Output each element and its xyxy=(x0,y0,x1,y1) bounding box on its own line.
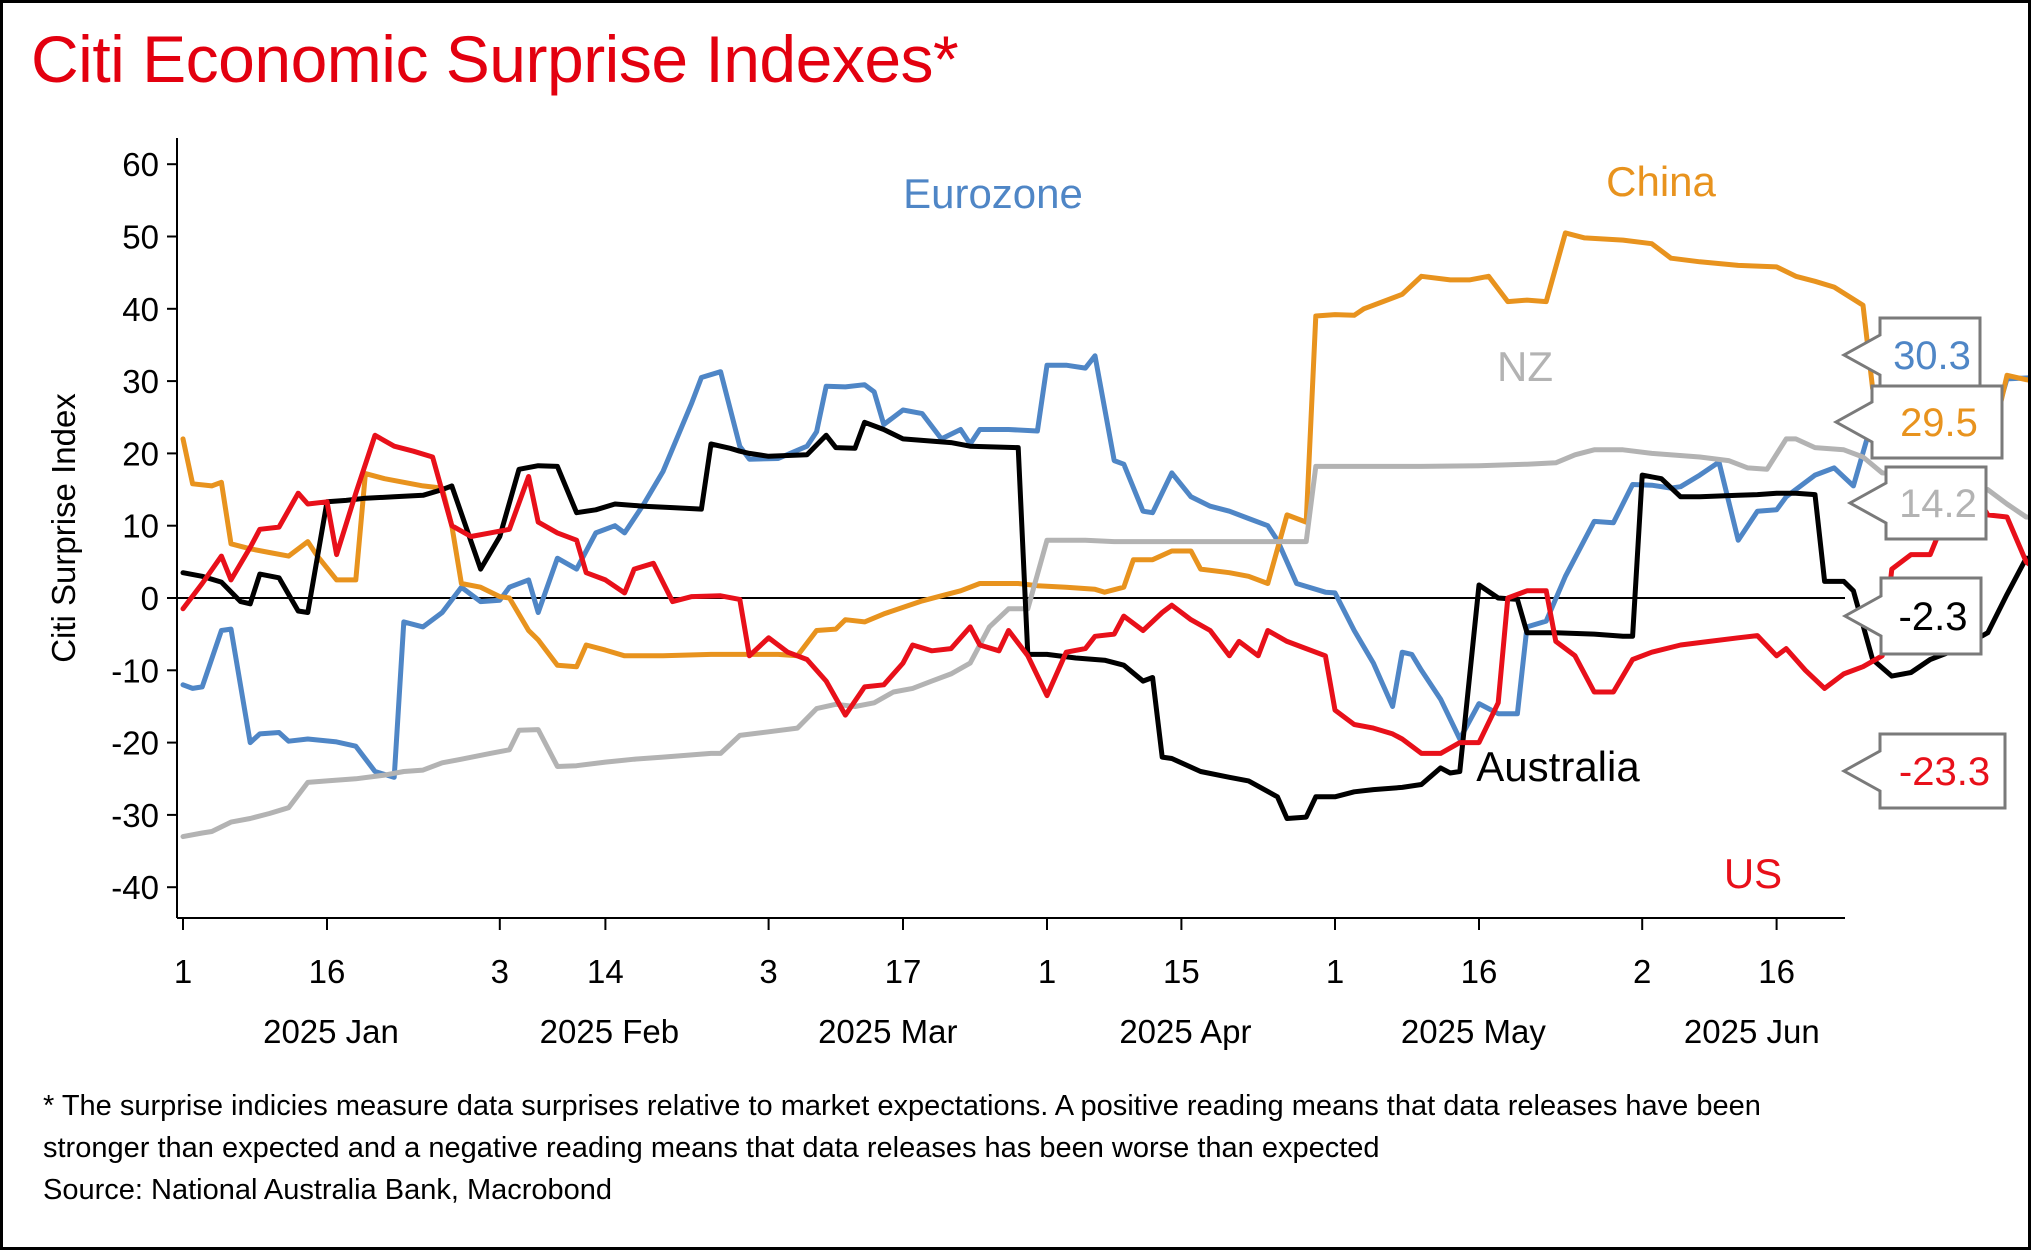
end-value-callout xyxy=(1840,732,2007,810)
chart-title: Citi Economic Surprise Indexes* xyxy=(31,22,959,96)
x-tick-label: 2 xyxy=(1633,953,1651,990)
series-line-nz xyxy=(180,436,2028,840)
end-value-callout xyxy=(1832,384,2004,460)
footnote-line-2: stronger than expected and a negative re… xyxy=(43,1132,1380,1164)
end-value-label: -2.3 xyxy=(1899,595,1968,639)
series-layer xyxy=(180,230,2028,840)
x-tick-label: 15 xyxy=(1163,953,1200,990)
month-label: 2025 Jun xyxy=(1684,1013,1820,1050)
month-label: 2025 Jan xyxy=(263,1013,399,1050)
x-tick-label: 16 xyxy=(309,953,346,990)
y-tick-label: -20 xyxy=(111,725,159,762)
x-tick-label: 17 xyxy=(885,953,922,990)
end-value-label: 14.2 xyxy=(1899,482,1977,526)
x-tick-label: 1 xyxy=(1038,953,1056,990)
footnote-line-1: * The surprise indicies measure data sur… xyxy=(43,1090,1761,1122)
y-tick-label: 20 xyxy=(122,435,159,472)
x-tick-label: 16 xyxy=(1461,953,1498,990)
chart-svg: 60 50 40 30 20 10 0 -10 -20 -30 -40 Citi Surprise I… xyxy=(45,138,2028,1050)
series-label-china: China xyxy=(1606,158,1716,205)
x-tick-label: 3 xyxy=(759,953,777,990)
y-tick-label: 60 xyxy=(122,146,159,183)
series-label-australia: Australia xyxy=(1476,743,1640,790)
y-tick-label: 0 xyxy=(141,580,159,617)
series-label-nz: NZ xyxy=(1497,343,1553,390)
series-line-australia xyxy=(180,419,2028,821)
end-value-label: -23.3 xyxy=(1899,750,1990,794)
series-line-us xyxy=(180,432,2028,756)
x-tick-label: 16 xyxy=(1758,953,1795,990)
annotations-layer: Eurozone China NZ Australia US xyxy=(903,158,1782,897)
y-tick-label: 40 xyxy=(122,291,159,328)
source-note: Source: National Australia Bank, Macrobo… xyxy=(43,1174,613,1206)
y-tick-label: -40 xyxy=(111,869,159,906)
y-tick-label: 10 xyxy=(122,508,159,545)
series-label-eurozone: Eurozone xyxy=(903,170,1083,217)
x-tick-label: 3 xyxy=(491,953,509,990)
y-tick-label: -30 xyxy=(111,797,159,834)
end-value-label: 30.3 xyxy=(1893,334,1971,378)
series-line-china xyxy=(180,230,2028,670)
y-tick-label: 50 xyxy=(122,219,159,256)
series-line-eurozone xyxy=(180,353,2028,780)
end-value-callout xyxy=(1846,465,1988,541)
end-value-callout xyxy=(1841,576,1983,656)
y-tick-label: 30 xyxy=(122,363,159,400)
y-axis-title: Citi Surprise Index xyxy=(45,393,82,663)
footnote: * The surprise indicies measure data sur… xyxy=(43,1085,2003,1211)
end-value-callout xyxy=(1840,316,1982,394)
month-label: 2025 Feb xyxy=(540,1013,679,1050)
x-tick-label: 14 xyxy=(587,953,624,990)
month-label: 2025 May xyxy=(1401,1013,1546,1050)
series-label-us: US xyxy=(1724,850,1782,897)
end-labels-layer: 30.3 29.5 14.2 -2.3 -23.3 xyxy=(1832,316,2007,810)
y-tick-label: -10 xyxy=(111,652,159,689)
x-tick-label: 1 xyxy=(174,953,192,990)
end-value-label: 29.5 xyxy=(1900,401,1978,445)
month-label: 2025 Mar xyxy=(818,1013,957,1050)
x-tick-label: 1 xyxy=(1326,953,1344,990)
month-label: 2025 Apr xyxy=(1119,1013,1251,1050)
